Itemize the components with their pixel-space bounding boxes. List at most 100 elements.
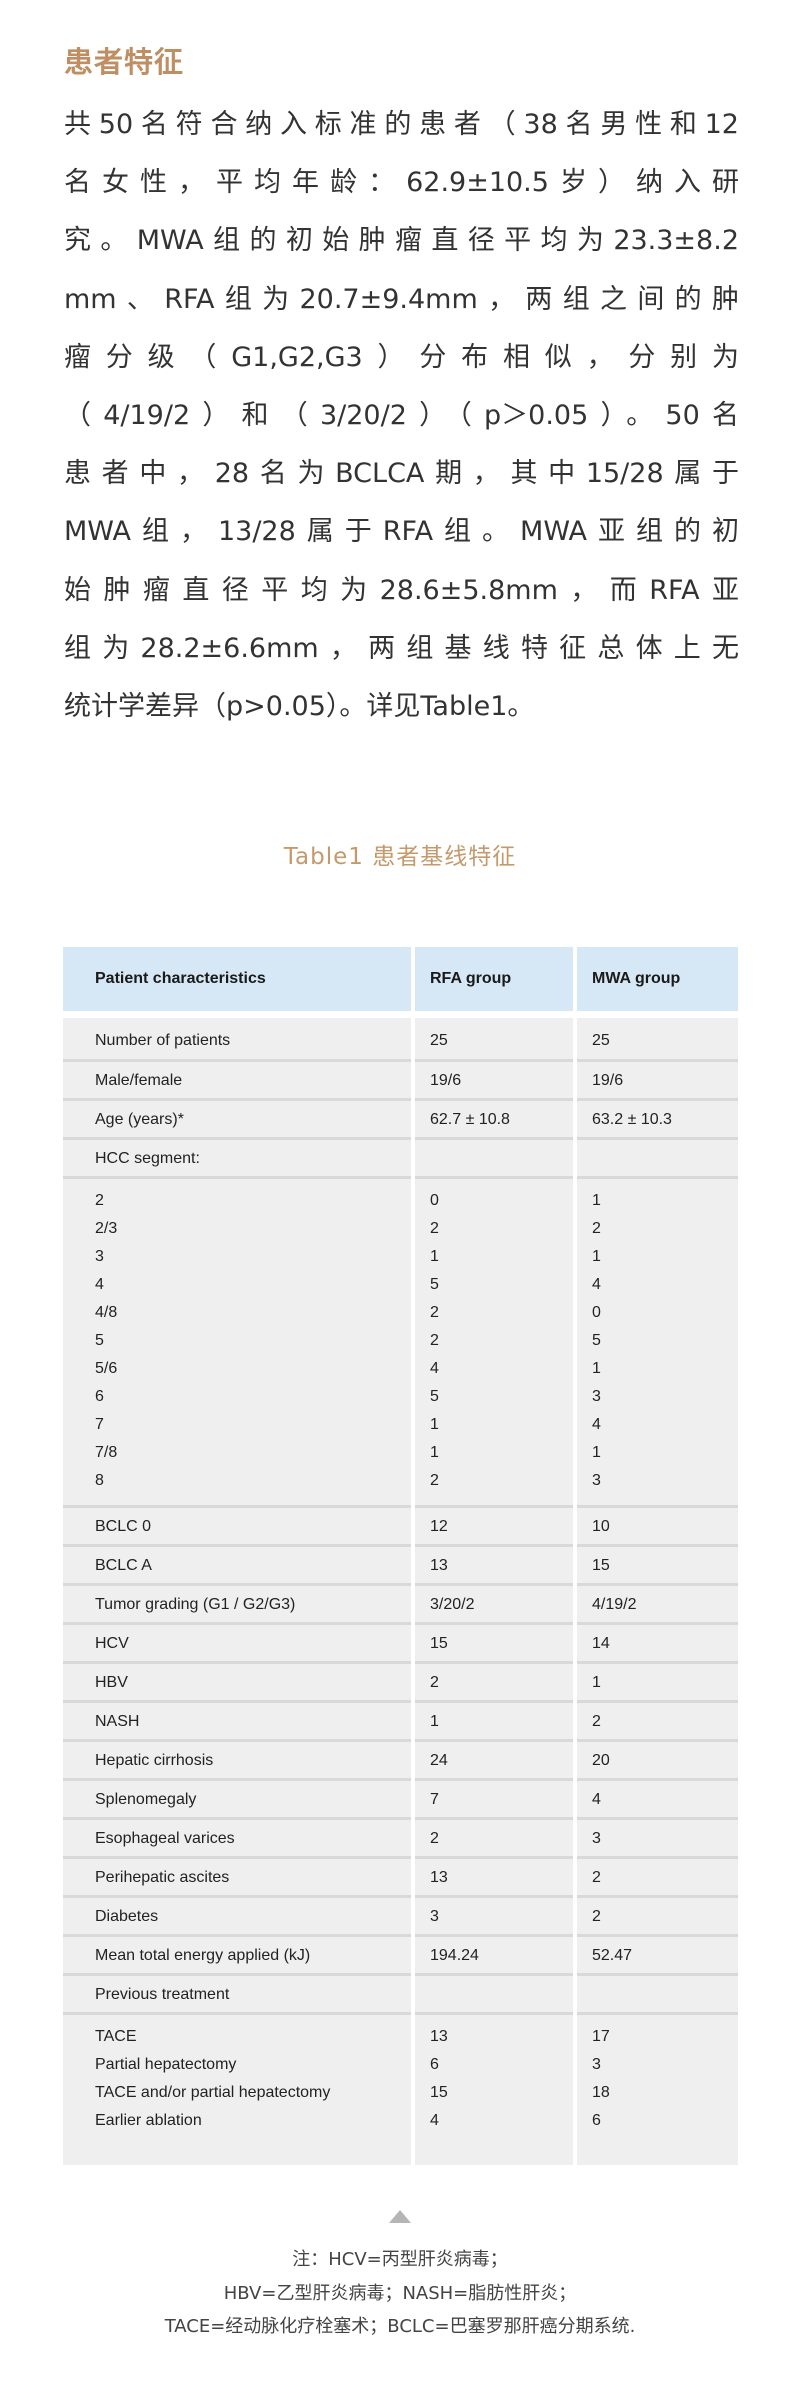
- mwa-value: 10: [577, 1508, 738, 1547]
- header-rfa-group: RFA group: [415, 947, 573, 1011]
- mwa-values: 1 2 1 4 0 5 1 3 4 1 3: [577, 1179, 738, 1508]
- table-row: NASH 1 2: [63, 1703, 738, 1742]
- rfa-value: 2: [415, 1664, 573, 1703]
- rfa-value: 2: [430, 1332, 439, 1349]
- footnote-line: TACE=经动脉化疗栓塞术；BCLC=巴塞罗那肝癌分期系统.: [164, 2316, 636, 2337]
- triangle-up-icon: [389, 2210, 411, 2223]
- rfa-value: 13: [415, 1859, 573, 1898]
- row-label: 6: [95, 1388, 104, 1405]
- rfa-value: 2: [430, 1304, 439, 1321]
- rfa-value: 194.24: [415, 1937, 573, 1976]
- table-row: Age (years)* 62.7 ± 10.8 63.2 ± 10.3: [63, 1101, 738, 1140]
- mwa-value: 4: [577, 1781, 738, 1820]
- mwa-values: 17 3 18 6: [577, 2015, 738, 2165]
- row-label: Diabetes: [63, 1898, 411, 1937]
- mwa-value: 6: [592, 2112, 601, 2129]
- row-label: NASH: [63, 1703, 411, 1742]
- mwa-value: 20: [577, 1742, 738, 1781]
- mwa-value: 2: [577, 1898, 738, 1937]
- rfa-value: 24: [415, 1742, 573, 1781]
- table-row: Number of patients 25 25: [63, 1018, 738, 1062]
- rfa-value: 13: [430, 2028, 448, 2045]
- paragraph-line: 始肿瘤直径平均为28.6±5.8mm，而RFA亚: [64, 574, 739, 606]
- rfa-value: 1: [430, 1444, 439, 1461]
- rfa-value: 1: [430, 1248, 439, 1265]
- mwa-value: 1: [592, 1192, 601, 1209]
- mwa-value: 4: [592, 1416, 601, 1433]
- header-patient-characteristics: Patient characteristics: [63, 947, 411, 1011]
- row-label: 8: [95, 1472, 104, 1489]
- rfa-values: 0 2 1 5 2 2 4 5 1 1 2: [415, 1179, 573, 1508]
- row-label: 3: [95, 1248, 104, 1265]
- row-label: BCLC 0: [63, 1508, 411, 1547]
- footnote-line: 注：HCV=丙型肝炎病毒；: [292, 2249, 508, 2270]
- mwa-value: [577, 1976, 738, 2015]
- paragraph-line: mm、RFA组为20.7±9.4mm，两组之间的肿: [64, 283, 739, 315]
- table-row: BCLC 0 12 10: [63, 1508, 738, 1547]
- row-label: Earlier ablation: [95, 2112, 202, 2129]
- table-row: HCC segment:: [63, 1140, 738, 1179]
- table-row: HBV 2 1: [63, 1664, 738, 1703]
- row-label: 2/3: [95, 1220, 118, 1237]
- mwa-value: 5: [592, 1332, 601, 1349]
- table-caption: Table1 患者基线特征: [283, 844, 517, 870]
- baseline-characteristics-table: Patient characteristics RFA group MWA gr…: [63, 947, 738, 2165]
- row-label: HCC segment:: [63, 1140, 411, 1179]
- rfa-value: 2: [415, 1820, 573, 1859]
- row-label: Number of patients: [63, 1018, 411, 1062]
- rfa-value: 7: [415, 1781, 573, 1820]
- row-label: Hepatic cirrhosis: [63, 1742, 411, 1781]
- mwa-value: 25: [577, 1018, 738, 1062]
- row-labels: TACE Partial hepatectomy TACE and/or parti…: [63, 2015, 411, 2165]
- row-label: HCV: [63, 1625, 411, 1664]
- rfa-value: 13: [415, 1547, 573, 1586]
- row-label: BCLC A: [63, 1547, 411, 1586]
- rfa-value: 25: [415, 1018, 573, 1062]
- rfa-value: 3: [415, 1898, 573, 1937]
- rfa-value: [415, 1976, 573, 2015]
- footnote-line: HBV=乙型肝炎病毒；NASH=脂肪性肝炎；: [223, 2282, 577, 2304]
- row-label: 2: [95, 1192, 104, 1209]
- paragraph-line: （4/19/2）和（3/20/2）（p＞0.05）。50名: [64, 399, 739, 431]
- footnote: 注：HCV=丙型肝炎病毒； HBV=乙型肝炎病毒；NASH=脂肪性肝炎； TACE=…: [0, 2243, 800, 2344]
- paragraph-line: 组为28.2±6.6mm，两组基线特征总体上无: [64, 632, 739, 664]
- mwa-value: 63.2 ± 10.3: [577, 1101, 738, 1140]
- row-label: HBV: [63, 1664, 411, 1703]
- row-label: Previous treatment: [63, 1976, 411, 2015]
- row-label: Tumor grading (G1 / G2/G3): [63, 1586, 411, 1625]
- row-labels: 2 2/3 3 4 4/8 5 5/6 6 7 7/8 8: [63, 1179, 411, 1508]
- rfa-value: 4: [430, 2112, 439, 2129]
- mwa-value: 0: [592, 1304, 601, 1321]
- row-label: TACE: [95, 2028, 137, 2045]
- table-row-group: 2 2/3 3 4 4/8 5 5/6 6 7 7/8 8 0 2 1 5 2 2 4 5 1 1 2 1 2 1 4 0 5 1 3 4 1…: [63, 1179, 738, 1508]
- table-row: Male/female 19/6 19/6: [63, 1062, 738, 1101]
- row-label: TACE and/or partial hepatectomy: [95, 2084, 331, 2101]
- rfa-value: 3/20/2: [415, 1586, 573, 1625]
- paragraph-line: 瘤分级（G1,G2,G3）分布相似，分别为: [64, 341, 739, 373]
- rfa-value: 0: [430, 1192, 439, 1209]
- rfa-value: 5: [430, 1388, 439, 1405]
- table-header-row: Patient characteristics RFA group MWA gr…: [63, 947, 738, 1011]
- rfa-value: 2: [430, 1220, 439, 1237]
- rfa-values: 13 6 15 4: [415, 2015, 573, 2165]
- mwa-value: 19/6: [577, 1062, 738, 1101]
- paragraph-line: 究。MWA组的初始肿瘤直径平均为23.3±8.2: [64, 225, 739, 257]
- mwa-value: 2: [577, 1859, 738, 1898]
- row-label: Mean total energy applied (kJ): [63, 1937, 411, 1976]
- rfa-value: 6: [430, 2056, 439, 2073]
- row-label: 4/8: [95, 1304, 118, 1321]
- rfa-value: 12: [415, 1508, 573, 1547]
- paragraph-line: 统计学差异（p>0.05）。详见Table1。: [64, 690, 535, 722]
- row-label: 7: [95, 1416, 104, 1433]
- rfa-value: 4: [430, 1360, 439, 1377]
- paragraph-line: MWA组，13/28属于RFA组。MWA亚组的初: [64, 516, 739, 548]
- rfa-value: 62.7 ± 10.8: [415, 1101, 573, 1140]
- mwa-value: 3: [577, 1820, 738, 1859]
- table-row: Perihepatic ascites 13 2: [63, 1859, 738, 1898]
- row-label: 4: [95, 1276, 104, 1293]
- row-label: Splenomegaly: [63, 1781, 411, 1820]
- paragraph-line: 患者中，28名为BCLCA期，其中15/28属于: [64, 458, 739, 490]
- body-paragraph: 共50名符合纳入标准的患者（38名男性和12 名女性，平均年龄：62.9±10.5…: [64, 96, 739, 736]
- mwa-value: 1: [592, 1360, 601, 1377]
- rfa-value: 15: [430, 2084, 448, 2101]
